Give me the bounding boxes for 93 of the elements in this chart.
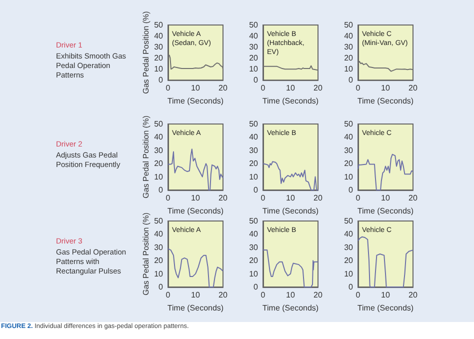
y-tick-label: 40 xyxy=(154,230,164,239)
x-tick-label: 0 xyxy=(260,290,266,300)
x-tick-label: 0 xyxy=(260,84,266,93)
x-axis-title: Time (Seconds) xyxy=(167,206,224,216)
y-tick-label: 20 xyxy=(344,256,354,266)
y-axis-title: Gas Pedal Position (%) xyxy=(142,115,150,198)
y-tick-label: 30 xyxy=(249,146,259,155)
y-tick-label: 30 xyxy=(344,146,354,155)
y-tick-label: 50 xyxy=(344,120,354,128)
y-tick-label: 10 xyxy=(249,269,259,278)
y-tick-label: 10 xyxy=(154,64,164,74)
y-tick-label: 0 xyxy=(348,76,354,85)
x-axis-title: Time (Seconds) xyxy=(262,303,319,312)
y-tick-label: 0 xyxy=(348,282,354,292)
x-axis-title: Time (Seconds) xyxy=(262,206,319,216)
y-tick-label: 40 xyxy=(154,32,164,41)
y-tick-label: 50 xyxy=(154,120,164,128)
x-tick-label: 10 xyxy=(381,290,390,300)
y-tick-label: 50 xyxy=(249,20,259,30)
y-tick-label: 20 xyxy=(344,159,354,168)
x-tick-label: 20 xyxy=(218,290,228,300)
x-tick-label: 0 xyxy=(356,290,361,300)
y-tick-label: 20 xyxy=(344,54,354,63)
y-tick-label: 10 xyxy=(344,64,354,74)
y-tick-label: 30 xyxy=(154,146,164,155)
y-tick-label: 40 xyxy=(344,32,354,41)
x-tick-label: 10 xyxy=(381,194,390,202)
y-tick-label: 10 xyxy=(344,172,354,182)
x-tick-label: 20 xyxy=(408,194,418,202)
x-axis-title: Time (Seconds) xyxy=(167,96,224,106)
x-tick-label: 0 xyxy=(166,290,171,300)
x-tick-label: 20 xyxy=(218,84,228,93)
x-tick-label: 10 xyxy=(191,194,200,202)
y-tick-label: 0 xyxy=(254,186,259,194)
y-tick-label: 40 xyxy=(344,230,354,239)
y-tick-label: 50 xyxy=(344,216,354,226)
y-tick-label: 20 xyxy=(249,256,259,266)
y-tick-label: 10 xyxy=(344,269,354,278)
x-tick-label: 10 xyxy=(191,290,200,300)
y-tick-label: 0 xyxy=(158,282,164,292)
y-tick-label: 30 xyxy=(249,242,259,252)
y-tick-label: 0 xyxy=(254,76,259,85)
x-axis-title: Time (Seconds) xyxy=(357,303,414,312)
x-tick-label: 20 xyxy=(218,194,228,202)
x-tick-label: 20 xyxy=(314,84,323,93)
y-tick-label: 30 xyxy=(344,242,354,252)
y-tick-label: 50 xyxy=(249,120,259,128)
x-axis-title: Time (Seconds) xyxy=(357,206,414,216)
x-axis-title: Time (Seconds) xyxy=(357,96,414,106)
x-tick-label: 20 xyxy=(408,84,418,93)
x-tick-label: 20 xyxy=(408,290,418,300)
y-tick-label: 10 xyxy=(154,172,164,182)
x-tick-label: 10 xyxy=(286,84,296,93)
y-tick-label: 20 xyxy=(249,159,259,168)
y-tick-label: 30 xyxy=(154,242,164,252)
y-tick-label: 10 xyxy=(154,269,164,278)
x-tick-label: 0 xyxy=(260,194,266,202)
x-tick-label: 0 xyxy=(166,194,171,202)
y-tick-label: 50 xyxy=(249,216,259,226)
y-tick-label: 10 xyxy=(249,64,259,74)
y-tick-label: 40 xyxy=(344,132,354,142)
y-tick-label: 40 xyxy=(249,230,259,239)
x-tick-label: 20 xyxy=(314,194,323,202)
x-tick-label: 0 xyxy=(166,84,171,93)
y-tick-label: 10 xyxy=(249,172,259,182)
y-tick-label: 20 xyxy=(154,256,164,266)
y-tick-label: 40 xyxy=(249,132,259,142)
y-tick-label: 20 xyxy=(154,54,164,63)
y-tick-label: 50 xyxy=(344,20,354,30)
x-axis-title: Time (Seconds) xyxy=(262,96,319,106)
x-tick-label: 10 xyxy=(286,290,296,300)
x-tick-label: 20 xyxy=(314,290,323,300)
y-tick-label: 50 xyxy=(154,216,164,226)
x-tick-label: 10 xyxy=(381,84,390,93)
y-tick-label: 30 xyxy=(344,42,354,52)
x-tick-label: 0 xyxy=(356,84,361,93)
y-axis-title: Gas Pedal Position (%) xyxy=(142,212,150,296)
y-tick-label: 30 xyxy=(249,42,259,52)
y-tick-label: 0 xyxy=(254,282,259,292)
y-tick-label: 20 xyxy=(154,159,164,168)
y-axis-title: Gas Pedal Position (%) xyxy=(142,10,150,94)
x-tick-label: 10 xyxy=(286,194,296,202)
y-tick-label: 0 xyxy=(348,186,354,194)
y-tick-label: 0 xyxy=(158,186,164,194)
x-tick-label: 10 xyxy=(191,84,200,93)
y-tick-label: 40 xyxy=(249,32,259,41)
y-tick-label: 20 xyxy=(249,54,259,63)
x-axis-title: Time (Seconds) xyxy=(167,303,224,312)
x-tick-label: 0 xyxy=(356,194,361,202)
y-tick-label: 0 xyxy=(158,76,164,85)
y-tick-label: 30 xyxy=(154,42,164,52)
y-tick-label: 40 xyxy=(154,132,164,142)
y-tick-label: 50 xyxy=(154,20,164,30)
